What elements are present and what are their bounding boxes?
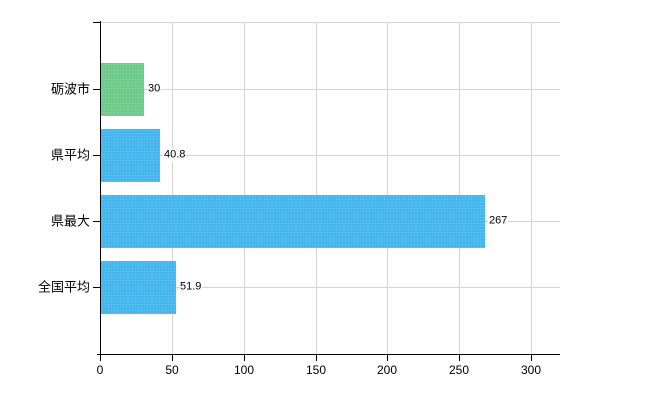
gridline-vertical [244,22,245,354]
value-label: 40.8 [163,148,187,162]
bar [101,195,485,248]
y-axis-tick [93,89,100,90]
x-axis-tick [172,355,173,361]
x-tick-label: 150 [305,363,327,377]
plot-top-gridline [100,22,560,23]
y-axis-tick [93,155,100,156]
x-axis-tick [244,355,245,361]
gridline-horizontal [100,89,560,90]
gridline-vertical [172,22,173,354]
x-axis [97,354,560,355]
y-axis-tick [93,287,100,288]
x-axis-tick [387,355,388,361]
bar [101,129,160,182]
gridline-vertical [531,22,532,354]
category-label: 全国平均 [37,279,90,295]
x-tick-label: 100 [233,363,255,377]
value-label: 51.9 [179,280,203,294]
category-label: 県最大 [50,213,90,229]
x-tick-label: 200 [376,363,398,377]
bar [101,261,176,314]
x-tick-label: 250 [448,363,470,377]
gridline-vertical [387,22,388,354]
y-axis-top-tick [93,22,100,23]
gridline-vertical [316,22,317,354]
gridline-vertical [459,22,460,354]
x-axis-tick [100,355,101,361]
x-tick-label: 0 [96,363,104,377]
y-axis [100,21,101,355]
x-axis-tick [531,355,532,361]
bar [101,63,144,116]
x-axis-tick [316,355,317,361]
category-label: 砺波市 [50,81,90,97]
category-label: 県平均 [50,147,90,163]
y-axis-tick [93,221,100,222]
value-label: 30 [147,82,162,96]
gridline-horizontal [100,287,560,288]
x-tick-label: 50 [165,363,179,377]
value-label: 267 [488,214,509,228]
gridline-horizontal [100,155,560,156]
x-axis-tick [459,355,460,361]
x-tick-label: 300 [520,363,542,377]
